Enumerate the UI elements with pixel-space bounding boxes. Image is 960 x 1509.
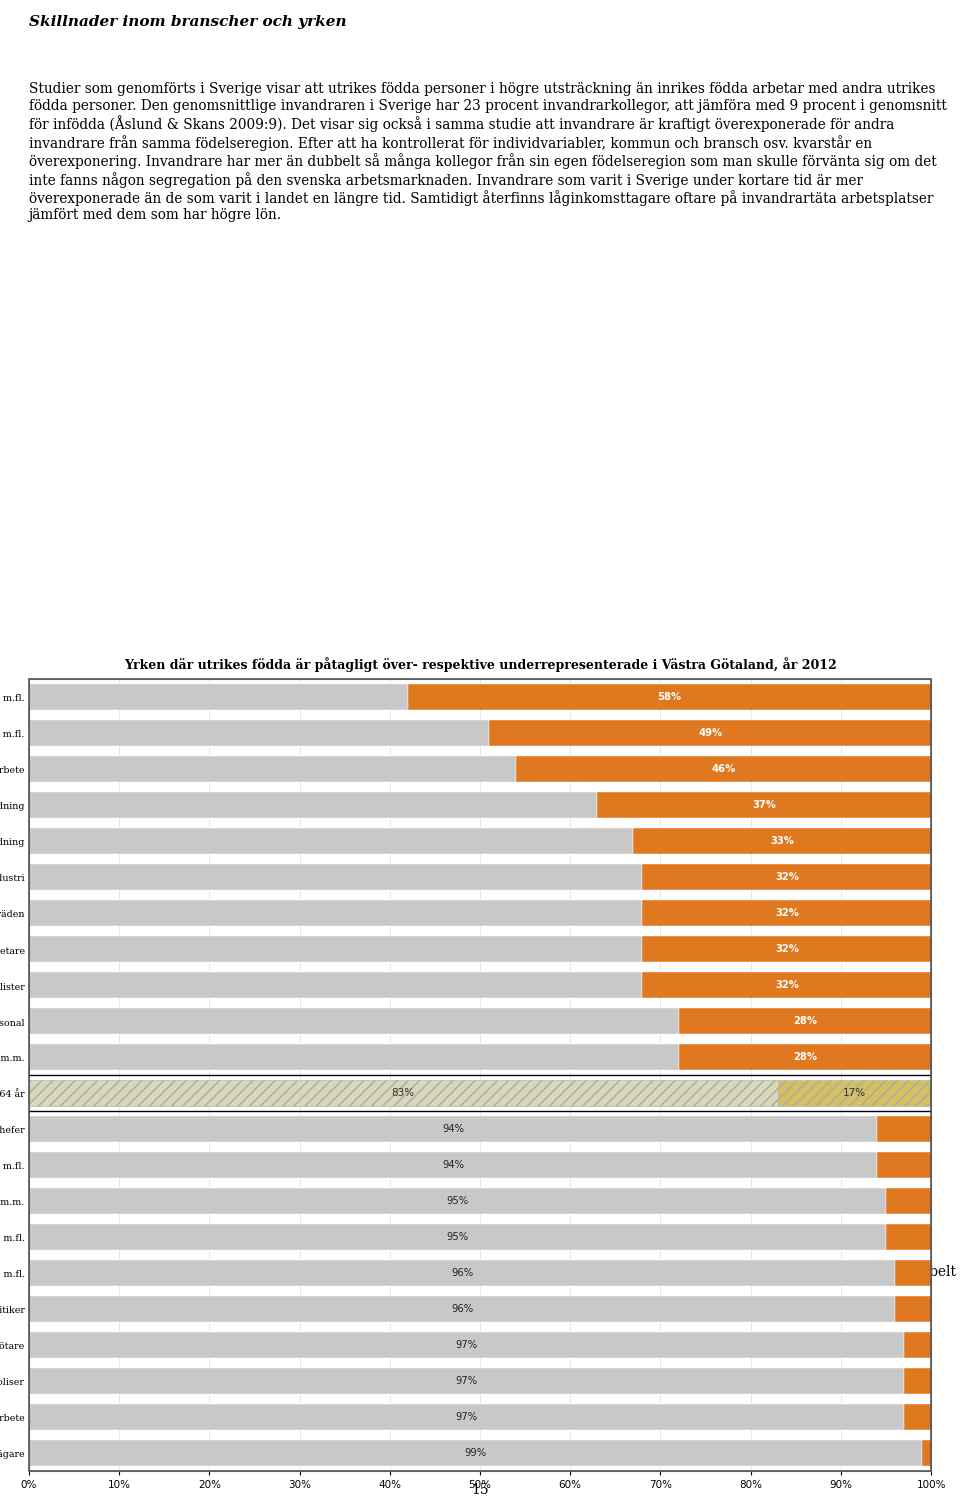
Bar	[29, 1044, 679, 1070]
Bar	[29, 684, 408, 711]
Bar	[29, 1369, 904, 1394]
Bar	[29, 679, 931, 1471]
Bar	[29, 1332, 904, 1358]
Bar	[923, 1440, 931, 1467]
Bar	[877, 1153, 931, 1179]
Text: 28%: 28%	[793, 1052, 817, 1062]
Bar	[877, 1117, 931, 1142]
Text: 33%: 33%	[770, 836, 794, 847]
Text: 15: 15	[471, 1483, 489, 1497]
Text: Studier som genomförts i Sverige visar att utrikes födda personer i högre utsträ: Studier som genomförts i Sverige visar a…	[29, 83, 947, 222]
Bar	[29, 792, 597, 818]
Title: Yrken där utrikes födda är påtagligt över- respektive underrepresenterade i Väst: Yrken där utrikes födda är påtagligt öve…	[124, 658, 836, 673]
Bar	[904, 1405, 931, 1431]
Bar	[904, 1369, 931, 1394]
Bar	[29, 1440, 923, 1467]
Bar	[29, 1224, 886, 1249]
Bar	[29, 1188, 886, 1215]
Text: 83%: 83%	[392, 1088, 415, 1099]
Bar	[597, 792, 931, 818]
Bar	[29, 1153, 877, 1179]
Bar	[642, 972, 931, 997]
Text: 37%: 37%	[753, 800, 777, 810]
Text: 94%: 94%	[442, 1124, 464, 1135]
Text: Skillnader inom branscher och yrken: Skillnader inom branscher och yrken	[29, 15, 347, 29]
Bar	[29, 901, 642, 927]
Bar	[895, 1296, 931, 1322]
Text: 32%: 32%	[775, 945, 799, 954]
Text: 49%: 49%	[698, 727, 722, 738]
Bar	[29, 1117, 877, 1142]
Bar	[29, 1080, 778, 1106]
Text: 96%: 96%	[451, 1268, 473, 1278]
Text: 95%: 95%	[446, 1197, 468, 1206]
Bar	[886, 1188, 931, 1215]
Bar	[679, 1008, 931, 1034]
Bar	[634, 828, 931, 854]
Bar	[642, 901, 931, 927]
Text: 97%: 97%	[455, 1412, 477, 1423]
Text: 95%: 95%	[446, 1233, 468, 1242]
Bar	[516, 756, 931, 782]
Bar	[29, 720, 489, 745]
Text: 99%: 99%	[465, 1449, 487, 1458]
Text: 32%: 32%	[775, 981, 799, 990]
Text: 58%: 58%	[658, 693, 682, 702]
Bar	[489, 720, 931, 745]
Bar	[29, 936, 642, 963]
Text: Studerar vi sysselsättningsmönstren i Västra Götaland framkommer att utrikes föd: Studerar vi sysselsättningsmönstren i Vä…	[29, 848, 922, 911]
Text: 32%: 32%	[775, 908, 799, 917]
Bar	[642, 865, 931, 890]
Text: 97%: 97%	[455, 1376, 477, 1387]
Text: 97%: 97%	[455, 1340, 477, 1351]
Bar	[904, 1332, 931, 1358]
Text: 28%: 28%	[793, 1016, 817, 1026]
Bar	[886, 1224, 931, 1249]
Bar	[29, 1008, 679, 1034]
Bar	[29, 756, 516, 782]
Text: 94%: 94%	[442, 1160, 464, 1169]
Bar	[29, 828, 634, 854]
Text: 17%: 17%	[843, 1088, 866, 1099]
Bar	[29, 1296, 895, 1322]
Bar	[778, 1080, 931, 1106]
Bar	[29, 1405, 904, 1431]
Bar	[29, 972, 642, 997]
Text: 96%: 96%	[451, 1304, 473, 1314]
Bar	[679, 1044, 931, 1070]
Bar	[29, 1260, 895, 1286]
Bar	[895, 1260, 931, 1286]
Text: Studerar vi istället yrken med kraftig över- och underrepresentation av utrikes : Studerar vi istället yrken med kraftig ö…	[29, 1246, 956, 1296]
Bar	[642, 936, 931, 963]
Text: 46%: 46%	[711, 764, 735, 774]
Bar	[408, 684, 931, 711]
Bar	[29, 865, 642, 890]
Text: 32%: 32%	[775, 872, 799, 883]
